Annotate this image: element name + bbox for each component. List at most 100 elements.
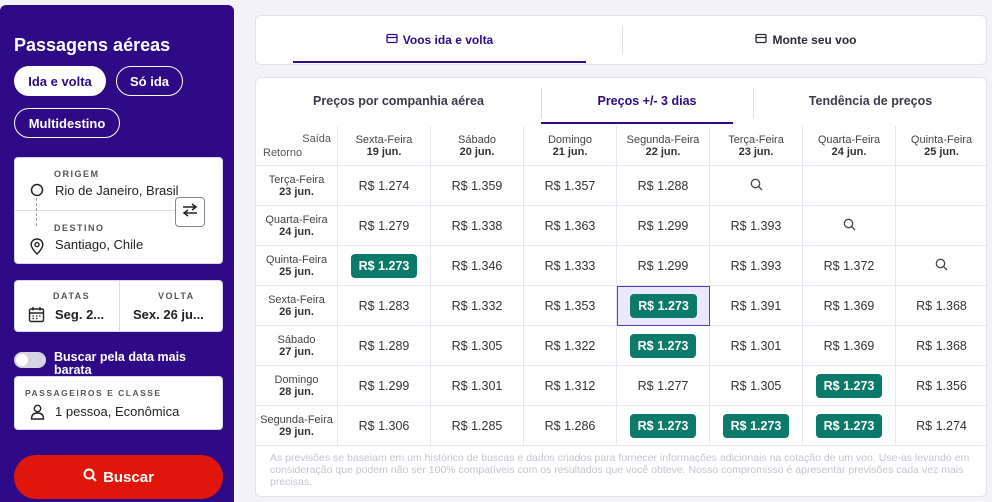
price-cell — [803, 166, 896, 206]
return-date: 25 jun. — [279, 265, 314, 278]
passengers-card[interactable]: PASSAGEIROS E CLASSE 1 pessoa, Econômica — [14, 376, 223, 430]
origin-label: ORIGEM — [54, 169, 100, 179]
divider — [541, 88, 542, 118]
active-tab-indicator — [293, 61, 586, 63]
active-subtab-indicator — [541, 122, 733, 124]
price-cell[interactable]: R$ 1.338 — [431, 206, 524, 246]
price-cell[interactable]: R$ 1.289 — [338, 326, 431, 366]
best-price-badge: R$ 1.273 — [350, 253, 418, 278]
price-cell[interactable]: R$ 1.333 — [524, 246, 617, 286]
sidebar-title: Passagens aéreas — [14, 35, 171, 55]
passengers-value: 1 pessoa, Econômica — [55, 404, 180, 419]
price-cell[interactable]: R$ 1.369 — [803, 326, 896, 366]
origin-input[interactable]: Rio de Janeiro, Brasil — [55, 183, 179, 198]
price-value: R$ 1.274 — [916, 418, 967, 433]
price-cell[interactable]: R$ 1.359 — [431, 166, 524, 206]
search-button[interactable]: Buscar — [14, 455, 223, 499]
price-cell[interactable]: R$ 1.369 — [803, 286, 896, 326]
best-price-badge: R$ 1.273 — [629, 333, 697, 358]
tab-flex-prices[interactable]: Preços +/- 3 dias — [597, 94, 697, 108]
return-date: 28 jun. — [279, 385, 314, 398]
dates-card: DATAS Seg. 2... VOLTA Sex. 26 ju... — [14, 280, 223, 332]
price-cell[interactable]: R$ 1.299 — [338, 366, 431, 406]
price-cell[interactable]: R$ 1.285 — [431, 406, 524, 446]
price-cell[interactable]: R$ 1.299 — [617, 206, 710, 246]
price-cell[interactable]: R$ 1.393 — [710, 246, 803, 286]
price-value: R$ 1.286 — [544, 418, 596, 433]
swap-icon — [181, 202, 199, 222]
return-date-input[interactable]: Sex. 26 ju... — [133, 307, 204, 322]
return-day: Segunda-Feira — [260, 413, 333, 426]
best-price-badge: R$ 1.273 — [722, 413, 790, 438]
departure-day: Quarta-Feira — [817, 133, 881, 146]
price-cell[interactable]: R$ 1.288 — [617, 166, 710, 206]
price-cell[interactable]: R$ 1.273 — [803, 366, 896, 406]
tab-build-flight[interactable]: Monte seu voo — [676, 16, 936, 64]
price-cell[interactable]: R$ 1.368 — [896, 326, 986, 366]
price-value: R$ 1.274 — [358, 178, 410, 193]
trip-type-round[interactable]: Ida e volta — [14, 66, 106, 96]
price-cell[interactable]: R$ 1.273 — [803, 406, 896, 446]
trip-type-multi[interactable]: Multidestino — [14, 108, 120, 138]
price-cell[interactable] — [803, 206, 896, 246]
best-price-badge: R$ 1.273 — [629, 413, 697, 438]
search-icon[interactable] — [935, 258, 948, 274]
cheapest-date-toggle[interactable] — [14, 352, 46, 368]
tab-airline-prices[interactable]: Preços por companhia aérea — [313, 94, 484, 108]
tab-build-flight-label: Monte seu voo — [772, 33, 857, 47]
price-value: R$ 1.369 — [823, 338, 875, 353]
price-cell[interactable]: R$ 1.356 — [896, 366, 986, 406]
price-cell[interactable]: R$ 1.353 — [524, 286, 617, 326]
matrix-corner: Saída Retorno — [256, 126, 338, 166]
swap-button[interactable] — [175, 197, 205, 227]
price-cell[interactable]: R$ 1.286 — [524, 406, 617, 446]
price-cell[interactable]: R$ 1.357 — [524, 166, 617, 206]
circle-origin-icon — [30, 183, 44, 197]
price-cell[interactable]: R$ 1.306 — [338, 406, 431, 446]
tab-price-trend[interactable]: Tendência de preços — [808, 94, 933, 108]
price-cell[interactable]: R$ 1.273 — [710, 406, 803, 446]
price-cell[interactable]: R$ 1.368 — [896, 286, 986, 326]
price-cell[interactable] — [896, 246, 986, 286]
price-cell[interactable]: R$ 1.273 — [617, 406, 710, 446]
price-cell[interactable]: R$ 1.273 — [617, 286, 710, 326]
price-cell[interactable]: R$ 1.273 — [338, 246, 431, 286]
return-day: Domingo — [274, 373, 319, 386]
price-cell[interactable]: R$ 1.299 — [617, 246, 710, 286]
price-cell — [896, 166, 986, 206]
corner-return-label: Retorno — [263, 147, 303, 159]
price-cell[interactable]: R$ 1.283 — [338, 286, 431, 326]
price-cell[interactable]: R$ 1.346 — [431, 246, 524, 286]
price-panel: Preços por companhia aérea Preços +/- 3 … — [255, 77, 987, 497]
departure-date-input[interactable]: Seg. 2... — [55, 307, 105, 322]
price-cell[interactable]: R$ 1.322 — [524, 326, 617, 366]
price-cell[interactable]: R$ 1.372 — [803, 246, 896, 286]
price-cell[interactable]: R$ 1.301 — [431, 366, 524, 406]
search-icon[interactable] — [843, 218, 856, 234]
cheapest-date-label: Buscar pela data mais barata — [54, 350, 187, 377]
price-cell[interactable]: R$ 1.279 — [338, 206, 431, 246]
return-date: 27 jun. — [279, 345, 314, 358]
price-value: R$ 1.333 — [544, 258, 596, 273]
price-cell[interactable] — [710, 166, 803, 206]
return-header: Segunda-Feira 29 jun. — [256, 406, 338, 446]
price-value: R$ 1.299 — [637, 218, 689, 233]
price-cell[interactable]: R$ 1.391 — [710, 286, 803, 326]
price-cell[interactable]: R$ 1.305 — [710, 366, 803, 406]
trip-type-oneway[interactable]: Só ida — [116, 66, 183, 96]
destination-input[interactable]: Santiago, Chile — [55, 237, 144, 252]
price-cell[interactable]: R$ 1.332 — [431, 286, 524, 326]
search-button-label: Buscar — [103, 468, 154, 486]
tab-round-trip[interactable]: Voos ida e volta — [293, 16, 586, 64]
price-cell[interactable]: R$ 1.312 — [524, 366, 617, 406]
price-cell[interactable]: R$ 1.277 — [617, 366, 710, 406]
price-cell[interactable]: R$ 1.393 — [710, 206, 803, 246]
price-cell[interactable]: R$ 1.274 — [896, 406, 986, 446]
price-cell[interactable]: R$ 1.301 — [710, 326, 803, 366]
search-icon[interactable] — [750, 178, 763, 194]
price-value: R$ 1.277 — [637, 378, 689, 393]
price-cell[interactable]: R$ 1.273 — [617, 326, 710, 366]
price-cell[interactable]: R$ 1.363 — [524, 206, 617, 246]
price-cell[interactable]: R$ 1.305 — [431, 326, 524, 366]
price-cell[interactable]: R$ 1.274 — [338, 166, 431, 206]
